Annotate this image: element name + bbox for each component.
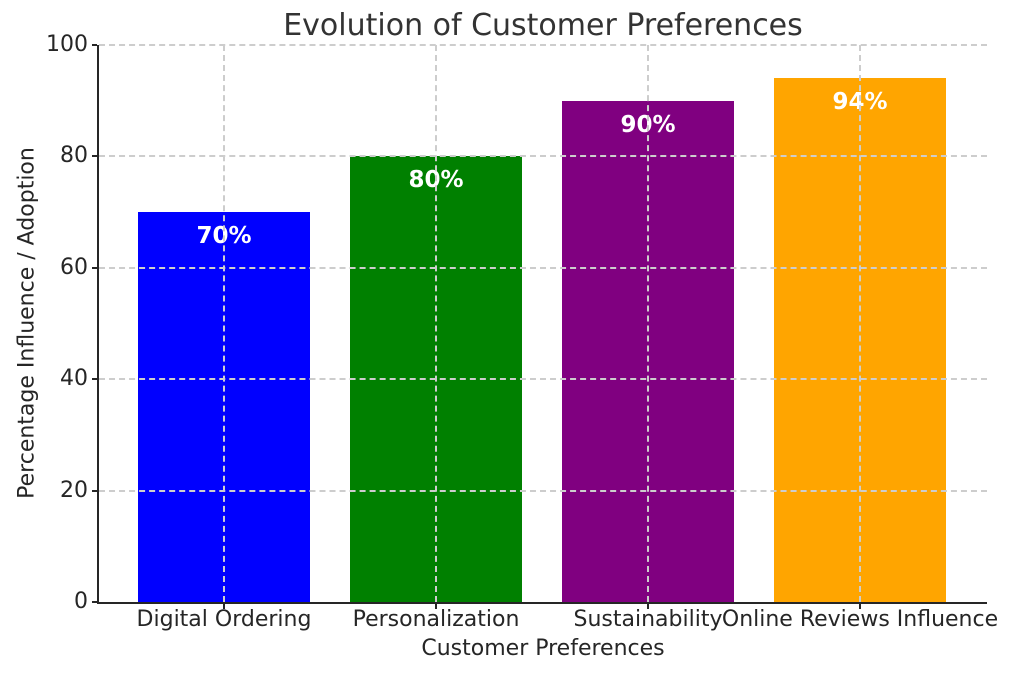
y-tick-mark-80 (92, 155, 97, 158)
y-tick-mark-20 (92, 489, 97, 492)
y-gridline-100 (99, 44, 987, 46)
x-axis-label: Customer Preferences (421, 636, 665, 661)
x-gridline-0 (223, 45, 225, 602)
y-axis-spine (97, 45, 99, 604)
y-tick-label-0: 0 (74, 589, 88, 614)
y-tick-mark-100 (92, 44, 97, 46)
x-tick-mark-2 (647, 604, 649, 609)
x-tick-mark-1 (435, 604, 437, 609)
chart-title: Evolution of Customer Preferences (283, 8, 803, 43)
x-tick-label-0: Digital Ordering (136, 607, 312, 632)
x-axis-spine (97, 602, 987, 604)
y-gridline-40 (99, 378, 987, 381)
y-gridline-20 (99, 489, 987, 492)
y-tick-label-40: 40 (60, 366, 88, 392)
y-tick-mark-60 (92, 266, 97, 269)
y-tick-label-100: 100 (46, 32, 88, 57)
y-tick-mark-40 (92, 378, 97, 381)
y-gridline-80 (99, 155, 987, 158)
x-tick-mark-0 (223, 604, 225, 609)
x-tick-label-3: Online Reviews Influence (721, 607, 999, 632)
x-gridline-3 (859, 45, 861, 602)
x-tick-label-2: Sustainability (573, 607, 723, 632)
x-tick-mark-3 (859, 604, 861, 609)
y-tick-label-20: 20 (60, 477, 88, 503)
plot-area: 70% 80% 90% 94% (92, 44, 987, 609)
x-gridline-2 (647, 45, 649, 602)
x-gridline-1 (435, 45, 437, 602)
y-tick-mark-0 (92, 601, 97, 603)
y-axis-label: Percentage Influence / Adoption (14, 147, 40, 499)
y-tick-label-60: 60 (60, 254, 88, 280)
y-tick-label-80: 80 (60, 143, 88, 169)
y-gridline-60 (99, 266, 987, 269)
x-tick-label-1: Personalization (352, 607, 520, 632)
